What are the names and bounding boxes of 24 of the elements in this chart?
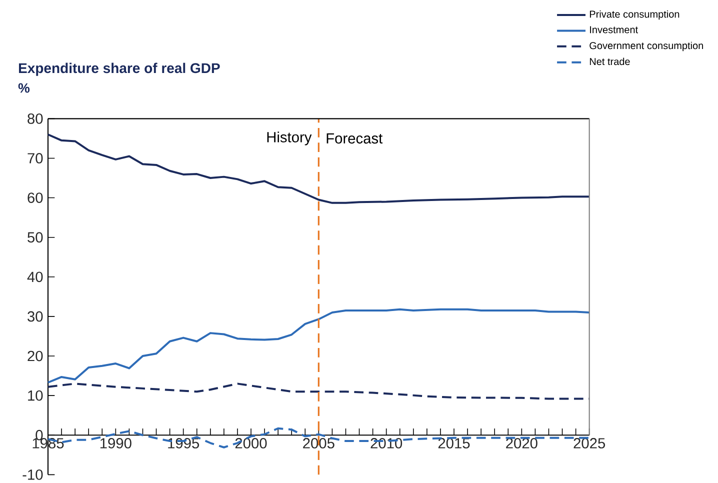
y-tick-label: 10 — [28, 390, 43, 401]
x-tick-label: 2025 — [574, 438, 606, 448]
x-tick-label: 1990 — [100, 438, 132, 448]
chart-title: Expenditure share of real GDP — [18, 62, 220, 76]
legend-label: Investment — [590, 26, 638, 34]
y-tick-label: 70 — [28, 153, 43, 164]
y-tick-label: 30 — [28, 311, 43, 322]
y-tick-label: 40 — [27, 272, 43, 282]
y-tick-label: 0 — [36, 430, 43, 440]
x-tick-label: 2020 — [506, 438, 538, 448]
annotation: Forecast — [326, 133, 383, 144]
annotation: History — [267, 132, 312, 146]
x-tick-label: 2000 — [235, 438, 267, 448]
legend-label: Private consumption — [590, 10, 680, 20]
line-series — [47, 308, 590, 384]
y-tick-label: 50 — [28, 232, 43, 243]
legend-label: Net trade — [590, 58, 630, 66]
y-axis-title: % — [18, 83, 30, 93]
y-tick-label: 60 — [28, 192, 43, 203]
legend-label: Government consumption — [590, 42, 703, 52]
y-tick-label: 80 — [28, 113, 43, 124]
x-tick-label: 2005 — [303, 438, 334, 448]
y-tick-label: 20 — [28, 350, 43, 362]
y-tick-label: -10 — [22, 469, 43, 480]
